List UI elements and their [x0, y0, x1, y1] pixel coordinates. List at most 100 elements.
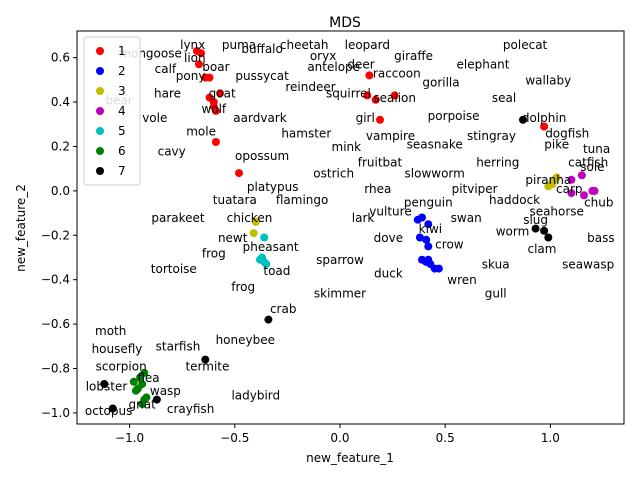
- data-point-series-2: [422, 235, 431, 244]
- point-label: giraffe: [394, 49, 433, 63]
- point-label: flamingo: [276, 193, 329, 207]
- point-label: scorpion: [96, 360, 147, 374]
- data-point-series-6: [142, 393, 151, 402]
- point-label: lynx: [180, 38, 205, 52]
- point-label: elephant: [457, 58, 510, 72]
- point-label: starfish: [156, 340, 201, 354]
- data-point-series-4: [567, 189, 576, 198]
- point-label: hamster: [281, 127, 331, 141]
- point-label: pheasant: [243, 240, 299, 254]
- point-label: haddock: [489, 193, 540, 207]
- point-label: lion: [184, 51, 206, 65]
- legend-label: 2: [118, 64, 126, 78]
- point-label: polecat: [503, 38, 548, 52]
- point-label: dove: [374, 231, 403, 245]
- legend: 1 2 3 4 5 6 7: [83, 36, 141, 186]
- point-label: seahorse: [529, 204, 584, 218]
- point-label: pony: [176, 69, 206, 83]
- point-label: lark: [352, 211, 375, 225]
- y-tick-label: 0.2: [51, 139, 70, 153]
- point-label: swan: [451, 211, 482, 225]
- data-points-layer: [100, 47, 599, 413]
- point-label: frog: [202, 247, 226, 261]
- data-point-series-3: [249, 229, 258, 238]
- data-point-series-7: [152, 395, 161, 404]
- data-point-series-6: [138, 400, 147, 408]
- point-label: squirrel: [326, 87, 371, 101]
- data-point-series-1: [540, 122, 549, 131]
- data-point-series-4: [590, 186, 599, 195]
- point-label: pike: [544, 138, 569, 152]
- point-label: buffalo: [241, 42, 283, 56]
- point-label: bass: [587, 231, 614, 245]
- point-label: catfish: [568, 155, 608, 169]
- legend-label: 6: [118, 144, 126, 158]
- point-label: girl: [356, 111, 375, 125]
- x-tick-label: −0.5: [220, 431, 249, 445]
- data-point-series-7: [108, 404, 117, 413]
- point-label: mink: [332, 140, 362, 154]
- point-label: hare: [154, 87, 181, 101]
- point-label: herring: [476, 155, 519, 169]
- point-label: leopard: [345, 38, 390, 52]
- point-label: vulture: [369, 204, 411, 218]
- point-label: seawasp: [562, 258, 614, 272]
- point-label: chub: [584, 195, 613, 209]
- point-label: sealion: [373, 91, 416, 105]
- y-axis-label: new_feature_2: [14, 184, 28, 272]
- point-label: frog: [231, 280, 255, 294]
- data-point-series-2: [418, 213, 426, 222]
- point-label: tuatara: [213, 193, 257, 207]
- point-label: calf: [155, 62, 177, 76]
- legend-marker-series-1: [96, 47, 104, 55]
- point-label: antelope: [307, 60, 360, 74]
- y-tick-label: −0.6: [41, 317, 70, 331]
- data-point-series-1: [235, 169, 243, 178]
- point-label: cheetah: [280, 38, 329, 52]
- legend-label: 7: [118, 164, 126, 178]
- point-label: worm: [496, 224, 530, 238]
- point-label: reindeer: [285, 80, 335, 94]
- point-label: seal: [492, 91, 516, 105]
- x-axis-ticks: −1.0 −0.5 0.0 0.5 1.0: [115, 424, 560, 445]
- point-label: pussycat: [235, 69, 289, 83]
- data-point-series-5: [260, 233, 269, 242]
- point-label: flea: [137, 371, 159, 385]
- point-label: parakeet: [151, 211, 205, 225]
- point-label: oryx: [310, 49, 336, 63]
- data-point-series-7: [519, 115, 527, 124]
- data-point-series-2: [424, 242, 433, 251]
- data-point-series-6: [140, 368, 149, 377]
- data-point-series-1: [195, 60, 203, 69]
- point-label: lobster: [86, 380, 128, 394]
- point-label: porpoise: [428, 109, 480, 123]
- y-tick-label: −0.4: [41, 273, 70, 287]
- data-point-series-7: [540, 226, 549, 235]
- point-label: stingray: [467, 129, 516, 143]
- data-point-series-4: [567, 175, 576, 184]
- point-label: skimmer: [314, 286, 366, 300]
- point-label: tortoise: [151, 262, 197, 276]
- x-axis-label: new_feature_1: [306, 451, 394, 465]
- point-label: slowworm: [405, 167, 465, 181]
- y-tick-label: 0.6: [51, 51, 70, 65]
- data-point-series-7: [544, 233, 553, 242]
- point-label: tuna: [583, 142, 610, 156]
- point-label: goat: [209, 87, 236, 101]
- y-axis-ticks: −1.0 −0.8 −0.6 −0.4 −0.2 0.0 0.2 0.4 0.6: [41, 51, 77, 420]
- point-label: fruitbat: [358, 155, 403, 169]
- data-point-series-1: [216, 89, 225, 98]
- legend-label: 3: [118, 84, 126, 98]
- data-point-series-6: [134, 384, 142, 393]
- point-label: crayfish: [167, 402, 214, 416]
- point-label: newt: [218, 231, 248, 245]
- point-label: opossum: [235, 149, 289, 163]
- point-label: wallaby: [525, 73, 571, 87]
- data-point-series-2: [424, 220, 433, 229]
- point-label: gull: [485, 286, 507, 300]
- point-label: duck: [374, 267, 403, 281]
- point-label: kiwi: [419, 222, 442, 236]
- point-label: crab: [270, 302, 297, 316]
- point-label: housefly: [92, 342, 143, 356]
- point-label: clam: [528, 242, 557, 256]
